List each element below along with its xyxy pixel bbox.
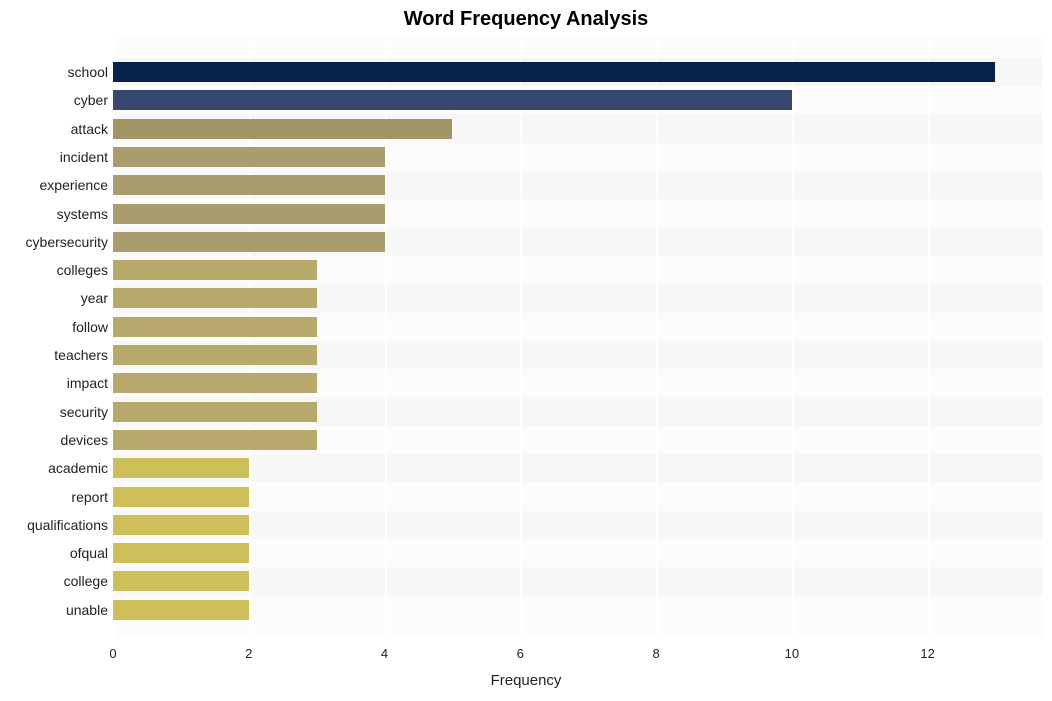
y-tick-label: incident	[60, 149, 108, 165]
bar	[113, 515, 249, 535]
y-tick-label: teachers	[54, 347, 108, 363]
bar	[113, 571, 249, 591]
y-tick-label: college	[64, 573, 108, 589]
x-tick-label: 0	[109, 646, 116, 661]
bar	[113, 288, 317, 308]
chart-container: Word Frequency Analysis Frequency 0 2 4 6 8 1…	[0, 0, 1052, 701]
x-tick-label: 12	[920, 646, 934, 661]
y-tick-label: follow	[72, 319, 108, 335]
bar	[113, 317, 317, 337]
y-tick-label: unable	[66, 602, 108, 618]
y-tick-label: devices	[61, 432, 108, 448]
bar	[113, 345, 317, 365]
bar	[113, 175, 385, 195]
grid-band	[113, 511, 1043, 539]
y-tick-label: security	[60, 404, 108, 420]
bar	[113, 260, 317, 280]
grid-band	[113, 454, 1043, 482]
bar	[113, 600, 249, 620]
y-tick-label: colleges	[57, 262, 108, 278]
y-tick-label: academic	[48, 460, 108, 476]
x-tick-label: 6	[517, 646, 524, 661]
chart-title: Word Frequency Analysis	[0, 8, 1052, 31]
y-tick-label: systems	[57, 206, 108, 222]
bar	[113, 232, 385, 252]
grid-line	[928, 36, 930, 638]
x-axis-title: Frequency	[0, 672, 1052, 689]
plot-area	[113, 36, 1043, 638]
y-tick-label: cybersecurity	[26, 234, 108, 250]
bar	[113, 90, 792, 110]
bar	[113, 373, 317, 393]
y-tick-label: qualifications	[27, 517, 108, 533]
grid-line	[792, 36, 794, 638]
x-tick-label: 4	[381, 646, 388, 661]
y-tick-label: ofqual	[70, 545, 108, 561]
grid-line	[520, 36, 522, 638]
y-tick-label: report	[71, 489, 108, 505]
bar	[113, 543, 249, 563]
bar	[113, 62, 995, 82]
y-tick-label: experience	[40, 177, 109, 193]
x-tick-label: 10	[785, 646, 799, 661]
bar	[113, 119, 452, 139]
bar	[113, 402, 317, 422]
bar	[113, 487, 249, 507]
bar	[113, 204, 385, 224]
grid-band	[113, 567, 1043, 595]
bar	[113, 430, 317, 450]
y-tick-label: attack	[71, 121, 108, 137]
x-tick-label: 8	[652, 646, 659, 661]
y-tick-label: impact	[67, 375, 108, 391]
bar	[113, 458, 249, 478]
x-tick-label: 2	[245, 646, 252, 661]
y-tick-label: year	[81, 290, 108, 306]
y-tick-label: school	[68, 64, 108, 80]
grid-line	[656, 36, 658, 638]
bar	[113, 147, 385, 167]
y-tick-label: cyber	[74, 92, 108, 108]
